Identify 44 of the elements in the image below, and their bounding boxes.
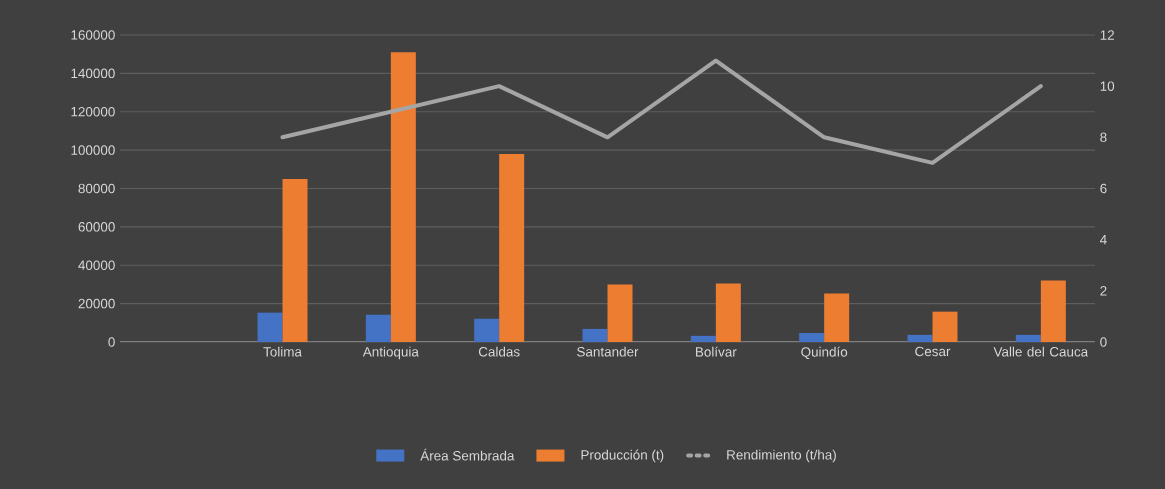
y-tick-label: 0 <box>108 337 115 347</box>
y2-tick-label: 4 <box>1100 235 1107 245</box>
bar <box>1015 334 1041 342</box>
legend-label: Área Sembrada <box>420 448 515 461</box>
x-tick-label: Caldas <box>478 346 520 357</box>
x-tick-label: Valle del Cauca <box>993 346 1089 357</box>
y2-tick-label: 2 <box>1100 286 1107 296</box>
bar <box>715 283 741 342</box>
legend-label: Producción (t) <box>581 449 664 463</box>
bar <box>907 334 933 342</box>
y-tick-label: 140000 <box>71 68 115 79</box>
legend-label: Rendimiento (t/ha) <box>727 449 836 463</box>
y-tick-label: 160000 <box>71 30 115 40</box>
y-tick-label: 120000 <box>71 106 115 117</box>
bar <box>282 178 308 342</box>
line-series <box>280 58 1043 165</box>
bar <box>932 311 958 342</box>
bar <box>799 332 825 342</box>
bar <box>1040 280 1066 342</box>
y2-tick-label: 6 <box>1100 183 1107 194</box>
bar <box>257 312 283 342</box>
bar <box>474 318 500 342</box>
x-tick-label: Santander <box>577 346 639 357</box>
bar <box>365 314 391 342</box>
bar <box>607 284 633 342</box>
y2-tick-label: 12 <box>1100 30 1114 40</box>
y-tick-label: 60000 <box>78 222 115 232</box>
bar <box>824 293 850 342</box>
y-tick-label: 100000 <box>71 145 115 155</box>
x-tick-label: Bolívar <box>696 346 737 357</box>
x-tick-label: Antioquia <box>362 346 419 360</box>
y-tick-label: 20000 <box>78 298 115 309</box>
bar <box>390 52 416 342</box>
x-tick-label: Quindío <box>801 346 848 360</box>
y-tick-label: 80000 <box>78 183 115 194</box>
bar <box>582 328 608 342</box>
x-tick-label: Tolima <box>263 346 302 357</box>
y2-tick-label: 0 <box>1100 337 1107 347</box>
y-tick-label: 40000 <box>78 260 115 270</box>
bar <box>499 153 525 342</box>
bar <box>690 335 716 342</box>
y2-tick-label: 10 <box>1100 81 1115 91</box>
y2-tick-label: 8 <box>1100 132 1107 143</box>
x-tick-label: Cesar <box>915 346 951 357</box>
